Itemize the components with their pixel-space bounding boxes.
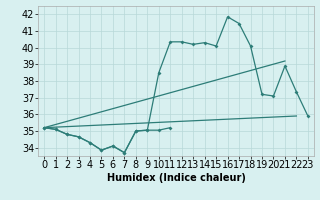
X-axis label: Humidex (Indice chaleur): Humidex (Indice chaleur) bbox=[107, 173, 245, 183]
